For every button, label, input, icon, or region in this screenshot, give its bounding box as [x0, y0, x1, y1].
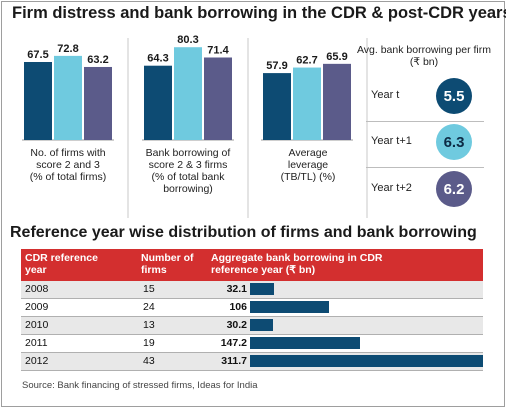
borrowing-bar [250, 337, 361, 349]
cell-firms: 24 [143, 301, 155, 313]
bar-2-0 [263, 73, 291, 140]
distribution-table: CDR reference year Number of firms Aggre… [21, 249, 483, 371]
bar-value-label: 71.4 [207, 44, 229, 56]
source-note: Source: Bank financing of stressed firms… [22, 380, 258, 391]
bar-0-0 [24, 62, 52, 140]
col-header-firms: Number of firms [141, 252, 194, 276]
bar-value-label: 57.9 [266, 60, 287, 72]
cell-firms: 15 [143, 283, 155, 295]
table-body: 2008 15 32.1 2009 24 106 2010 13 30.2 2011 19 147.2… [21, 281, 483, 371]
table-row: 2012 43 311.7 [21, 353, 483, 371]
group-label-line: (% of total firms) [29, 171, 107, 183]
cell-year: 2010 [25, 319, 49, 331]
bar-0-1 [54, 55, 82, 140]
bar-value-label: 62.7 [296, 55, 317, 67]
borrowing-bar [250, 355, 483, 367]
table-row: 2009 24 106 [21, 299, 483, 317]
group-label-2: Average leverage (TB/TL) (%) [253, 147, 363, 183]
table-title: Reference year wise distribution of firm… [10, 224, 477, 241]
bubble-separator [366, 121, 484, 122]
cell-borrowing: 311.7 [221, 355, 247, 367]
borrowing-bar [250, 319, 273, 331]
avg-borrowing-title: Avg. bank borrowing per firm (₹ bn) [356, 44, 492, 68]
cell-year: 2009 [25, 301, 49, 313]
cell-firms: 43 [143, 355, 155, 367]
chart-title: Firm distress and bank borrowing in the … [12, 4, 506, 22]
bar-value-label: 65.9 [326, 51, 347, 63]
bubble-separator [366, 167, 484, 168]
avg-borrowing-bubble-1: 6.3 [436, 124, 472, 160]
bar-value-label: 64.3 [147, 53, 168, 65]
bar-value-label: 72.8 [57, 43, 78, 55]
bar-2-1 [293, 67, 321, 140]
group-label-line: score 2 and 3 [36, 159, 100, 171]
group-label-line: score 2 & 3 firms [148, 159, 228, 171]
table-header: CDR reference year Number of firms Aggre… [21, 249, 483, 281]
bar-value-label: 80.3 [177, 34, 198, 46]
bar-1-2 [204, 57, 232, 140]
bar-1-0 [144, 65, 172, 140]
group-label-line: borrowing) [163, 183, 213, 195]
bar-2-2 [323, 63, 351, 140]
bar-value-label: 67.5 [27, 49, 48, 61]
cell-borrowing: 32.1 [226, 283, 247, 295]
cell-year: 2012 [25, 355, 49, 367]
group-label-line: leverage [287, 159, 329, 171]
avg-borrowing-bubble-0: 5.5 [436, 78, 472, 114]
group-label-0: No. of firms with score 2 and 3 (% of tota… [6, 147, 130, 183]
cell-borrowing: 106 [229, 301, 247, 313]
cell-firms: 13 [143, 319, 155, 331]
col-header-borrowing: Aggregate bank borrowing in CDR referenc… [211, 252, 383, 276]
table-row: 2008 15 32.1 [21, 281, 483, 299]
cell-year: 2011 [25, 337, 48, 349]
table-row: 2011 19 147.2 [21, 335, 483, 353]
avg-borrowing-bubble-2: 6.2 [436, 171, 472, 207]
cell-year: 2008 [25, 283, 49, 295]
year-label-1: Year t+1 [371, 135, 412, 147]
cell-firms: 19 [143, 337, 155, 349]
group-label-1: Bank borrowing of score 2 & 3 firms (% of … [126, 147, 250, 195]
year-label-0: Year t [371, 89, 400, 101]
group-label-line: (TB/TL) (%) [280, 171, 336, 183]
cell-borrowing: 30.2 [226, 319, 247, 331]
group-label-line: (% of total bank [151, 171, 225, 183]
col-header-year: CDR reference year [25, 252, 98, 276]
bar-0-2 [84, 66, 112, 140]
table-row: 2010 13 30.2 [21, 317, 483, 335]
bar-1-1 [174, 47, 202, 140]
borrowing-bar [250, 301, 330, 313]
bar-value-label: 63.2 [87, 54, 108, 66]
grouped-bar-chart: 67.5 64.3 57.9 72.8 80.3 62.7 63.2 71.4 65.9 [22, 34, 368, 218]
cell-borrowing: 147.2 [220, 337, 247, 349]
group-label-line: No. of firms with [30, 147, 106, 159]
group-label-line: Average [288, 147, 328, 159]
group-label-line: Bank borrowing of [145, 147, 231, 159]
borrowing-bar [250, 283, 274, 295]
year-label-2: Year t+2 [371, 182, 412, 194]
